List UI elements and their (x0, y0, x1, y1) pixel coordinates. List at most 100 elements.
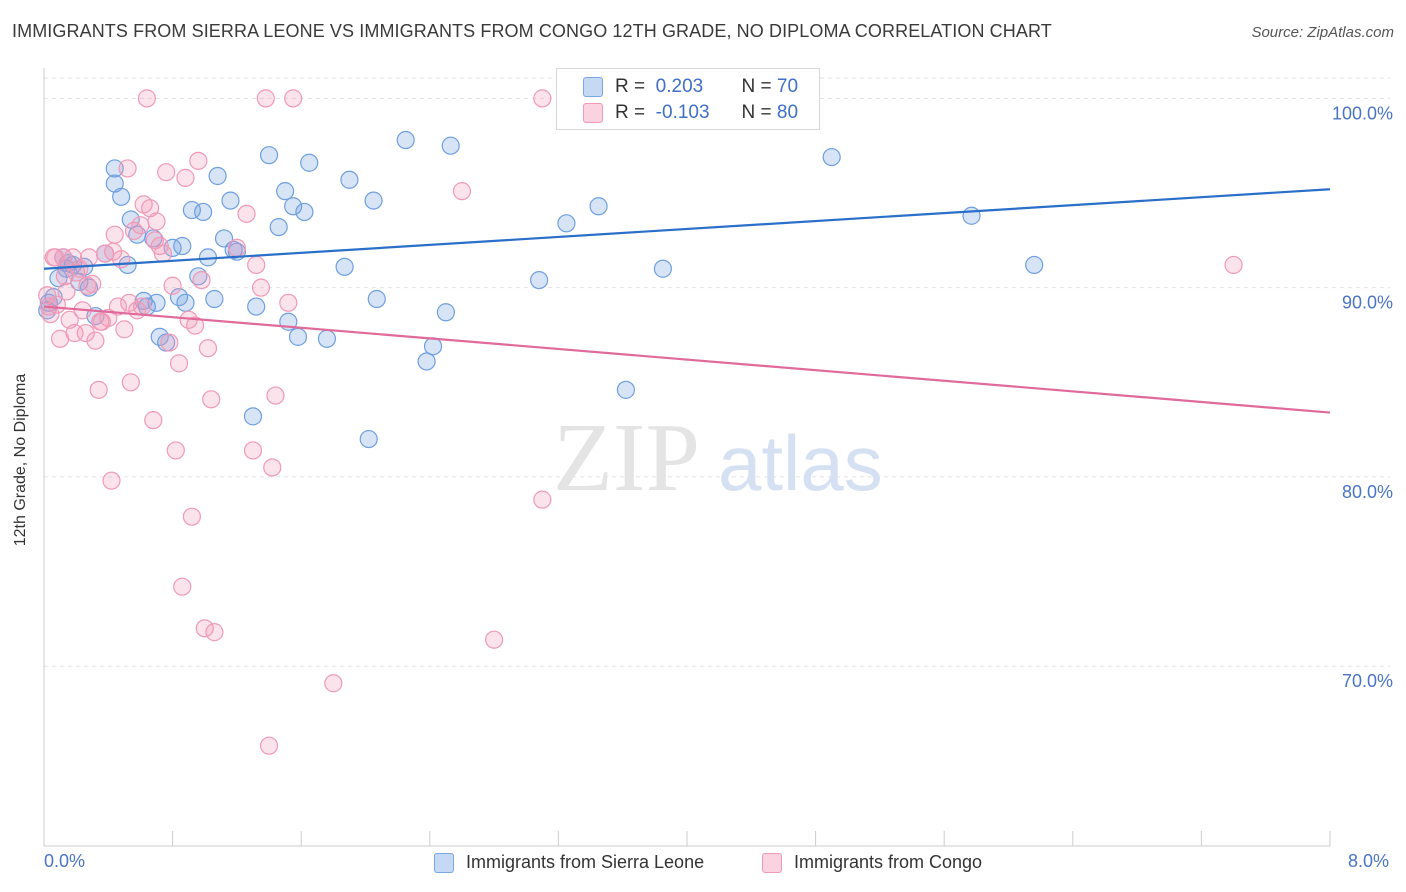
point-sierra-leone (276, 182, 295, 201)
legend-swatch-sierra-leone (583, 77, 603, 97)
point-sierra-leone (284, 197, 303, 216)
point-congo (38, 286, 57, 305)
watermark-zip: ZIP (553, 404, 700, 512)
point-congo (485, 630, 504, 649)
point-sierra-leone (147, 293, 166, 312)
r-value: 0.203 (655, 76, 704, 97)
y-tick-label: 90.0% (1342, 293, 1393, 313)
point-congo (147, 212, 166, 231)
legend-item-sierra-leone[interactable]: Immigrants from Sierra Leone (434, 852, 704, 873)
point-sierra-leone (205, 289, 224, 309)
n-label: N = (741, 76, 772, 97)
watermark: ZIP atlas (553, 404, 883, 512)
point-sierra-leone (589, 197, 608, 216)
point-sierra-leone (121, 210, 140, 229)
point-sierra-leone (173, 236, 192, 256)
point-congo (163, 276, 182, 295)
point-congo (263, 458, 282, 477)
point-congo (160, 333, 179, 352)
point-congo (115, 320, 134, 339)
grid-layer (44, 77, 1390, 667)
point-congo (176, 168, 195, 187)
point-sierra-leone (822, 147, 841, 167)
point-congo (533, 490, 552, 509)
point-sierra-leone (176, 293, 195, 312)
point-congo (55, 267, 74, 286)
point-sierra-leone (182, 200, 201, 220)
y-tick-label: 70.0% (1342, 671, 1393, 691)
r-value: -0.103 (655, 102, 710, 123)
point-congo (182, 507, 201, 526)
point-sierra-leone (962, 206, 981, 225)
legend-swatch-congo (583, 103, 603, 123)
point-sierra-leone (530, 270, 549, 290)
r-label: R = (615, 102, 646, 123)
point-congo (89, 380, 108, 399)
point-congo (108, 297, 128, 316)
n-value: 70 (776, 76, 799, 97)
point-congo (131, 216, 150, 235)
y-tick-label: 80.0% (1342, 482, 1393, 502)
legend-row-sierra-leone: R = 0.203 N = 70 (615, 75, 798, 99)
trend-line-congo (43, 305, 1331, 414)
point-congo (102, 471, 121, 490)
point-congo (237, 204, 256, 223)
point-congo (132, 297, 152, 316)
point-sierra-leone (335, 257, 354, 276)
legend-row-congo: R = -0.103 N = 80 (615, 101, 798, 125)
point-congo (243, 441, 263, 460)
legend-label: Immigrants from Sierra Leone (466, 852, 705, 872)
point-sierra-leone (243, 407, 263, 426)
point-sierra-leone (423, 337, 443, 356)
point-congo (91, 312, 110, 331)
point-congo (247, 255, 266, 275)
point-sierra-leone (616, 380, 636, 399)
point-congo (145, 231, 165, 250)
point-sierra-leone (317, 329, 337, 348)
point-sierra-leone (359, 429, 378, 449)
legend-label: Immigrants from Congo (794, 852, 983, 872)
point-sierra-leone (340, 170, 359, 189)
point-sierra-leone (247, 297, 266, 316)
point-sierra-leone (1025, 255, 1044, 275)
y-tick-labels: 70.0% 80.0% 90.0% 100.0% (1332, 103, 1393, 691)
point-congo (186, 316, 205, 335)
x-tick-label-max: 8.0% (1348, 851, 1390, 871)
point-congo (256, 89, 275, 108)
point-congo (195, 619, 214, 638)
point-congo (251, 278, 271, 297)
legend-item-congo[interactable]: Immigrants from Congo (762, 852, 982, 873)
point-congo (57, 282, 76, 301)
point-sierra-leone (367, 289, 386, 309)
point-congo (227, 238, 246, 258)
point-congo (86, 331, 105, 350)
source-credit: Source: ZipAtlas.com (1251, 24, 1394, 41)
trend-line-sierra-leone (43, 188, 1331, 270)
point-congo (46, 248, 65, 267)
point-congo (121, 373, 140, 392)
point-congo (137, 89, 156, 108)
point-congo (105, 225, 124, 244)
point-sierra-leone (221, 191, 240, 210)
series-legend: Immigrants from Sierra Leone Immigrants … (0, 852, 1406, 878)
legend-swatch (762, 852, 782, 873)
point-congo (324, 674, 343, 693)
point-congo (1224, 255, 1243, 275)
point-sierra-leone (288, 327, 308, 346)
point-congo (144, 411, 163, 430)
point-congo (266, 386, 285, 405)
points-layer (38, 89, 1243, 755)
point-sierra-leone (396, 130, 415, 150)
n-label: N = (741, 102, 772, 123)
axes-layer (43, 68, 1331, 847)
point-congo (198, 339, 218, 358)
point-congo (205, 623, 224, 642)
point-congo (189, 151, 208, 170)
y-tick-label: 100.0% (1332, 103, 1393, 123)
point-congo (78, 276, 97, 295)
x-tick-label-min: 0.0% (44, 851, 86, 871)
point-congo (173, 577, 192, 596)
point-congo (104, 242, 123, 261)
watermark-atlas: atlas (718, 419, 883, 507)
point-sierra-leone (436, 303, 455, 322)
